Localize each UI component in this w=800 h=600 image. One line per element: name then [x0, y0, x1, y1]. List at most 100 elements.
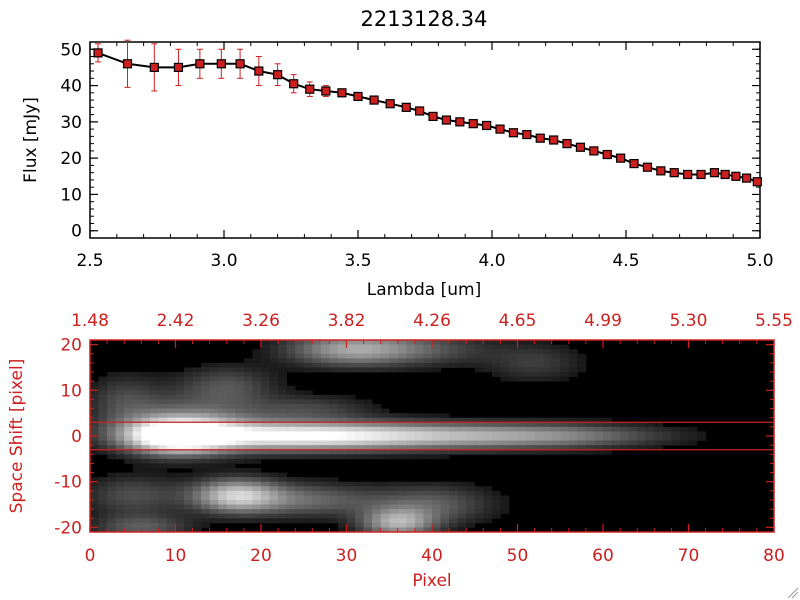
heatmap-cell — [500, 436, 510, 441]
heatmap-cell — [380, 417, 390, 423]
heatmap-cell — [107, 477, 117, 483]
x-tick-label: 5.0 — [746, 251, 773, 271]
heatmap-cell — [543, 422, 553, 428]
heatmap-cell — [423, 486, 433, 492]
heatmap-cell — [201, 513, 211, 519]
heatmap-cell — [149, 436, 159, 441]
heatmap-cell — [517, 340, 527, 345]
heatmap-cell — [158, 390, 168, 396]
heatmap-cell — [261, 477, 270, 483]
heatmap-cell — [337, 394, 347, 400]
heatmap-cell — [320, 440, 330, 446]
heatmap-cell — [278, 504, 288, 510]
heatmap-cell — [466, 417, 476, 423]
heatmap-cell — [466, 500, 476, 505]
heatmap-cell — [269, 413, 279, 419]
heatmap-cell — [355, 436, 364, 441]
data-point — [683, 169, 693, 180]
heatmap-cell — [132, 390, 142, 396]
heatmap-cell — [526, 422, 535, 428]
heatmap-cell — [363, 436, 373, 441]
heatmap-cell — [645, 445, 655, 451]
heatmap-cell — [585, 436, 595, 441]
heatmap-cell — [585, 417, 595, 423]
heatmap-cell — [192, 458, 202, 464]
resize-grip-icon[interactable] — [787, 587, 799, 599]
heatmap-cell — [132, 426, 142, 432]
heatmap-cell — [389, 344, 399, 350]
heatmap-cell — [295, 353, 305, 359]
heatmap-cell — [320, 353, 330, 359]
heatmap-cell — [141, 385, 151, 391]
heatmap-cell — [577, 431, 587, 437]
heatmap-cell — [466, 490, 476, 496]
heatmap-cell — [303, 445, 313, 451]
heatmap-cell — [320, 445, 330, 451]
heatmap-cell — [278, 449, 288, 455]
heatmap-cell — [577, 426, 587, 432]
heatmap-cell — [568, 353, 578, 359]
heatmap-cell — [261, 445, 270, 451]
heatmap-cell — [414, 513, 424, 519]
heatmap-cell — [688, 436, 698, 441]
heatmap-cell — [201, 458, 211, 464]
heatmap-cell — [697, 431, 706, 437]
heatmap-cell — [380, 436, 390, 441]
heatmap-cell — [90, 426, 99, 432]
heatmap-cell — [637, 445, 647, 451]
heatmap-cell — [329, 454, 339, 460]
heatmap-cell — [483, 513, 493, 519]
heatmap-cell — [286, 518, 296, 524]
heatmap-cell — [261, 422, 270, 428]
heatmap-cell — [466, 344, 476, 350]
heatmap-cell — [192, 440, 202, 446]
data-point — [385, 99, 395, 109]
heatmap-cell — [355, 527, 364, 533]
heatmap-cell — [594, 431, 604, 437]
heatmap-cell — [286, 440, 296, 446]
heatmap-cell — [397, 454, 407, 460]
heatmap-cell — [517, 358, 527, 364]
heatmap-cell — [286, 408, 296, 414]
heatmap-cell — [688, 440, 698, 446]
data-point — [468, 119, 478, 129]
heatmap-cell — [474, 440, 484, 446]
heatmap-cell — [141, 394, 151, 400]
heatmap-cell — [440, 417, 450, 423]
heatmap-cell — [457, 349, 467, 355]
heatmap-cell — [500, 353, 510, 359]
heatmap-cell — [98, 408, 108, 414]
heatmap-cell — [141, 376, 151, 382]
heatmap-cell — [483, 486, 493, 492]
heatmap-cell — [124, 372, 134, 377]
heatmap-cell — [457, 486, 467, 492]
heatmap-cell — [115, 445, 125, 451]
heatmap-cell — [252, 445, 262, 451]
heatmap-cell — [551, 358, 561, 364]
heatmap-cell — [158, 468, 168, 473]
heatmap-cell — [252, 362, 262, 368]
heatmap-cell — [235, 417, 245, 423]
heatmap-cell — [449, 495, 459, 501]
heatmap-cell — [380, 486, 390, 492]
heatmap-cell — [98, 390, 108, 396]
heatmap-cell — [543, 417, 553, 423]
heatmap-cell — [406, 518, 416, 524]
heatmap-cell — [620, 426, 630, 432]
heatmap-cell — [440, 440, 450, 446]
heatmap-cell — [397, 413, 407, 419]
heatmap-cell — [346, 399, 356, 405]
data-point — [508, 128, 519, 138]
heatmap-cell — [209, 500, 219, 505]
heatmap-cell — [397, 500, 407, 505]
heatmap-cell — [286, 477, 296, 483]
heatmap-cell — [295, 340, 305, 345]
heatmap-cell — [295, 399, 305, 405]
heatmap-cell — [603, 449, 612, 455]
heatmap-cell — [585, 426, 595, 432]
heatmap-cell — [278, 490, 288, 496]
heatmap-cell — [201, 490, 211, 496]
heatmap-cell — [534, 417, 544, 423]
heatmap-cell — [107, 472, 117, 478]
heatmap-cell — [423, 445, 433, 451]
